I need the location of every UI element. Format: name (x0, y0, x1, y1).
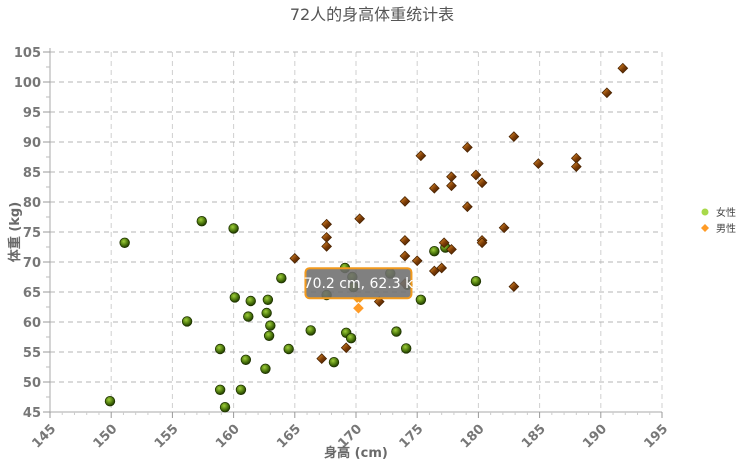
chart-title: 72人的身高体重统计表 (290, 5, 454, 24)
x-tick-label: 180 (458, 422, 488, 452)
data-point-male-24 (470, 169, 482, 181)
x-tick-label: 160 (213, 422, 243, 452)
data-point-female-19 (283, 343, 294, 355)
data-point-female-7 (228, 223, 239, 234)
highlighted-point (351, 301, 366, 315)
x-tick-label: 150 (91, 422, 121, 452)
grid-layer (49, 51, 663, 413)
data-point-female-12 (245, 295, 256, 307)
y-tick-label: 50 (23, 376, 41, 391)
data-point-male-15 (428, 182, 440, 194)
y-axis-title: 体重 (kg) (7, 202, 23, 262)
data-point-male-18 (438, 237, 450, 249)
tooltip-text: 170.2 cm, 62.3 kg (295, 276, 422, 292)
data-point-female-9 (235, 384, 247, 396)
legend-marker-diamond-icon (701, 224, 709, 232)
y-tick-label: 85 (23, 166, 41, 181)
data-point-male-14 (415, 150, 427, 162)
data-point-male-32 (570, 161, 582, 172)
data-point-female-29 (391, 326, 402, 337)
data-point-female-17 (265, 320, 276, 331)
data-point-male-28 (508, 131, 520, 142)
y-tick-label: 70 (23, 256, 41, 271)
data-point-male-35 (476, 237, 488, 249)
y-tick-label: 65 (23, 286, 41, 301)
legend-label: 男性 (716, 222, 736, 235)
x-axis-title: 身高 (cm) (324, 445, 388, 461)
data-point-male-20 (446, 180, 457, 192)
data-point-male-2 (321, 218, 332, 230)
data-point-female-3 (196, 215, 207, 227)
data-point-male-17 (436, 262, 448, 274)
data-point-male-22 (462, 142, 473, 153)
y-tick-label: 90 (23, 136, 41, 151)
y-tick-label: 105 (14, 46, 41, 61)
tooltip-pointer (352, 298, 365, 305)
data-point-male-16 (428, 265, 440, 277)
data-point-male-5 (340, 342, 352, 354)
data-point-female-10 (240, 354, 252, 366)
data-point-male-19 (446, 171, 457, 183)
legend-label: 女性 (716, 206, 736, 219)
data-point-male-7 (354, 213, 366, 225)
data-point-male-34 (617, 62, 629, 74)
y-tick-label: 45 (23, 406, 41, 421)
data-point-male-30 (533, 158, 544, 169)
data-point-male-9 (399, 196, 411, 207)
data-point-female-18 (276, 273, 287, 284)
data-point-male-29 (508, 281, 520, 292)
x-tick-label: 190 (580, 422, 610, 452)
y-tick-label: 100 (14, 76, 41, 91)
data-point-male-3 (321, 232, 332, 243)
data-point-female-13 (260, 363, 271, 375)
tooltip: 170.2 cm, 62.3 kg (295, 267, 422, 315)
x-tick-label: 185 (519, 422, 549, 452)
data-point-male-10 (399, 235, 411, 246)
data-point-male-11 (399, 250, 411, 262)
legend-marker-circle-icon (701, 208, 709, 216)
x-tick-label: 175 (397, 422, 427, 452)
y-tick-label: 95 (23, 106, 41, 121)
data-point-male-33 (601, 87, 613, 99)
data-point-female-35 (470, 276, 482, 287)
y-tick-label: 60 (23, 316, 41, 331)
data-point-male-21 (446, 244, 457, 255)
data-point-female-25 (345, 333, 357, 344)
data-point-male-13 (411, 255, 423, 267)
data-point-female-11 (243, 311, 254, 322)
data-point-female-1 (119, 237, 130, 249)
series-layer (104, 62, 629, 413)
data-point-female-4 (214, 343, 226, 355)
data-point-female-32 (415, 294, 427, 306)
x-tick-label: 195 (641, 422, 671, 452)
data-point-female-8 (229, 292, 241, 303)
data-point-male-1 (316, 353, 328, 364)
y-tick-label: 55 (23, 346, 41, 361)
data-point-female-2 (181, 316, 193, 327)
data-point-female-20 (305, 325, 316, 336)
data-point-female-14 (261, 307, 272, 319)
data-point-female-33 (429, 245, 440, 257)
legend-item-female[interactable]: 女性 (701, 206, 737, 219)
data-point-male-26 (476, 177, 488, 189)
data-point-female-16 (263, 330, 275, 342)
x-tick-label: 155 (152, 422, 182, 452)
legend-item-male[interactable]: 男性 (701, 222, 736, 235)
data-point-female-15 (262, 294, 274, 306)
data-point-female-0 (104, 396, 116, 407)
data-point-male-23 (462, 201, 473, 213)
x-tick-label: 145 (29, 422, 59, 452)
data-point-female-6 (219, 402, 231, 413)
data-point-female-22 (328, 357, 340, 368)
y-tick-label: 80 (23, 196, 41, 211)
data-point-male-0 (289, 253, 301, 264)
data-point-male-27 (498, 222, 510, 234)
data-point-male-4 (321, 241, 332, 252)
x-tick-label: 165 (274, 422, 304, 452)
y-tick-label: 75 (23, 226, 41, 241)
data-point-female-30 (400, 343, 412, 354)
data-point-female-5 (214, 384, 226, 396)
